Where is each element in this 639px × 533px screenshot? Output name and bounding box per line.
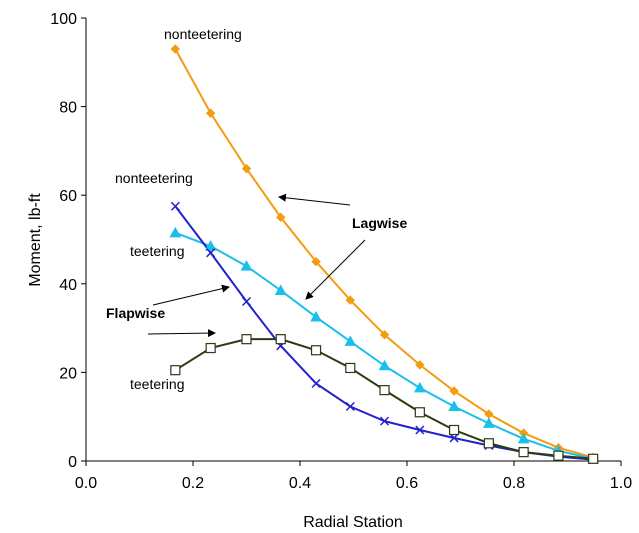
y-tick-label: 80 <box>59 100 77 117</box>
data-point <box>274 284 287 295</box>
x-tick-label: 0.6 <box>396 475 418 492</box>
series-lines <box>174 48 594 461</box>
data-point <box>379 330 390 340</box>
annotation-nonteetering-top: nonteetering <box>164 26 242 42</box>
series-line-2 <box>174 231 594 460</box>
data-point <box>310 345 322 356</box>
data-point <box>517 432 530 444</box>
data-point <box>483 417 495 428</box>
data-point <box>415 360 425 370</box>
series-markers <box>169 44 600 465</box>
data-point <box>345 362 356 374</box>
data-point <box>449 386 459 396</box>
arrow-flapwise-to-olive <box>147 329 216 338</box>
data-point <box>449 433 459 443</box>
x-tick-label: 0.8 <box>503 475 525 492</box>
y-axis-title: Moment, lb-ft <box>27 193 44 287</box>
annotation-teetering-upper: teetering <box>130 243 184 259</box>
x-tick-label: 0.0 <box>75 475 97 492</box>
data-point <box>205 108 216 118</box>
data-point <box>241 163 252 174</box>
series-line-1 <box>174 48 594 459</box>
data-point <box>588 453 599 464</box>
data-point <box>379 385 390 396</box>
data-point <box>241 334 252 345</box>
data-point <box>275 334 286 345</box>
x-tick-label: 0.4 <box>289 475 311 492</box>
annotation-lagwise: Lagwise <box>352 215 407 231</box>
data-point <box>169 226 182 238</box>
arrow-flapwise-to-blue <box>152 284 230 306</box>
annotation-teetering-lower: teetering <box>130 376 184 392</box>
data-point <box>206 248 216 258</box>
data-point <box>240 260 253 271</box>
data-point <box>311 378 321 389</box>
data-point <box>345 295 355 305</box>
data-point <box>310 310 322 322</box>
y-tick-label: 0 <box>68 454 77 471</box>
y-tick-label: 100 <box>50 11 77 28</box>
data-point <box>170 201 180 211</box>
data-point <box>415 425 425 435</box>
ticks <box>81 17 622 466</box>
data-point <box>413 381 426 393</box>
data-point <box>414 407 425 418</box>
data-point <box>345 401 355 412</box>
data-point <box>204 240 217 251</box>
x-axis-title: Radial Station <box>303 514 403 531</box>
data-point <box>378 359 391 371</box>
data-point <box>170 365 181 376</box>
y-tick-label: 20 <box>59 365 77 382</box>
annotation-flapwise: Flapwise <box>106 305 165 321</box>
x-tick-label: 0.2 <box>182 475 204 492</box>
data-point <box>205 342 216 354</box>
y-tick-label: 40 <box>59 277 77 294</box>
axes <box>85 18 621 462</box>
data-point <box>241 296 252 307</box>
x-tick-label: 1.0 <box>610 475 632 492</box>
data-point <box>344 335 357 346</box>
data-point <box>448 400 460 412</box>
data-point <box>553 450 564 461</box>
annotation-nonteetering-mid: nonteetering <box>115 170 193 186</box>
data-point <box>448 424 460 436</box>
data-point <box>170 44 181 54</box>
y-tick-label: 60 <box>59 188 77 205</box>
tick-labels: 0.0 0.2 0.4 0.6 0.8 1.0 0 20 40 60 80 100 <box>50 11 632 492</box>
data-point <box>379 416 390 426</box>
data-point <box>518 447 529 458</box>
data-point <box>483 438 494 449</box>
data-point <box>276 212 286 223</box>
data-point <box>311 256 321 267</box>
arrow-lagwise-to-orange <box>278 193 351 206</box>
arrow-lagwise-to-cyan <box>305 239 366 300</box>
